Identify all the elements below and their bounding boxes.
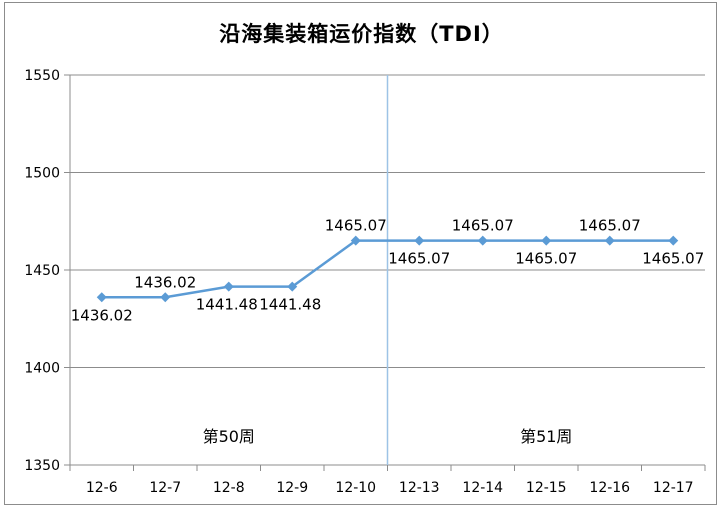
series-line [101, 239, 674, 299]
x-tick-label: 12-14 [462, 480, 503, 496]
data-label: 1436.02 [134, 273, 196, 291]
data-label: 1465.07 [452, 217, 514, 235]
data-label: 1441.48 [259, 296, 321, 314]
x-tick-label: 12-7 [149, 480, 181, 496]
week-label: 第51周 [520, 427, 572, 446]
week-label: 第50周 [203, 427, 255, 446]
data-point-marker [223, 281, 234, 292]
data-label: 1465.07 [388, 250, 450, 268]
x-tick-label: 12-13 [399, 480, 440, 496]
data-point-marker [541, 235, 552, 246]
y-tick-label: 1350 [24, 458, 60, 474]
x-tick-label: 12-10 [335, 480, 376, 496]
data-point-marker [160, 292, 171, 303]
x-tick-label: 12-16 [589, 480, 630, 496]
data-label: 1465.07 [515, 250, 577, 268]
data-label: 1441.48 [196, 296, 258, 314]
data-point-marker [350, 235, 361, 246]
data-point-marker [287, 281, 298, 292]
x-tick-label: 12-9 [276, 480, 308, 496]
y-tick-label: 1550 [24, 68, 60, 84]
data-label: 1436.02 [71, 306, 133, 324]
data-point-marker [604, 235, 615, 246]
chart-title: 沿海集装箱运价指数（TDI） [219, 22, 504, 46]
x-tick-label: 12-15 [526, 480, 567, 496]
data-label: 1465.07 [325, 217, 387, 235]
y-tick-label: 1400 [24, 361, 60, 377]
data-point-marker [414, 235, 425, 246]
x-tick-label: 12-17 [653, 480, 694, 496]
data-label: 1465.07 [642, 250, 704, 268]
y-tick-label: 1500 [24, 166, 60, 182]
x-tick-label: 12-6 [86, 480, 118, 496]
chart-frame [4, 2, 717, 505]
data-point-marker [477, 235, 488, 246]
x-tick-label: 12-8 [213, 480, 245, 496]
data-label: 1465.07 [579, 217, 641, 235]
data-point-marker [668, 235, 679, 246]
data-point-marker [96, 292, 107, 303]
y-tick-label: 1450 [24, 263, 60, 279]
